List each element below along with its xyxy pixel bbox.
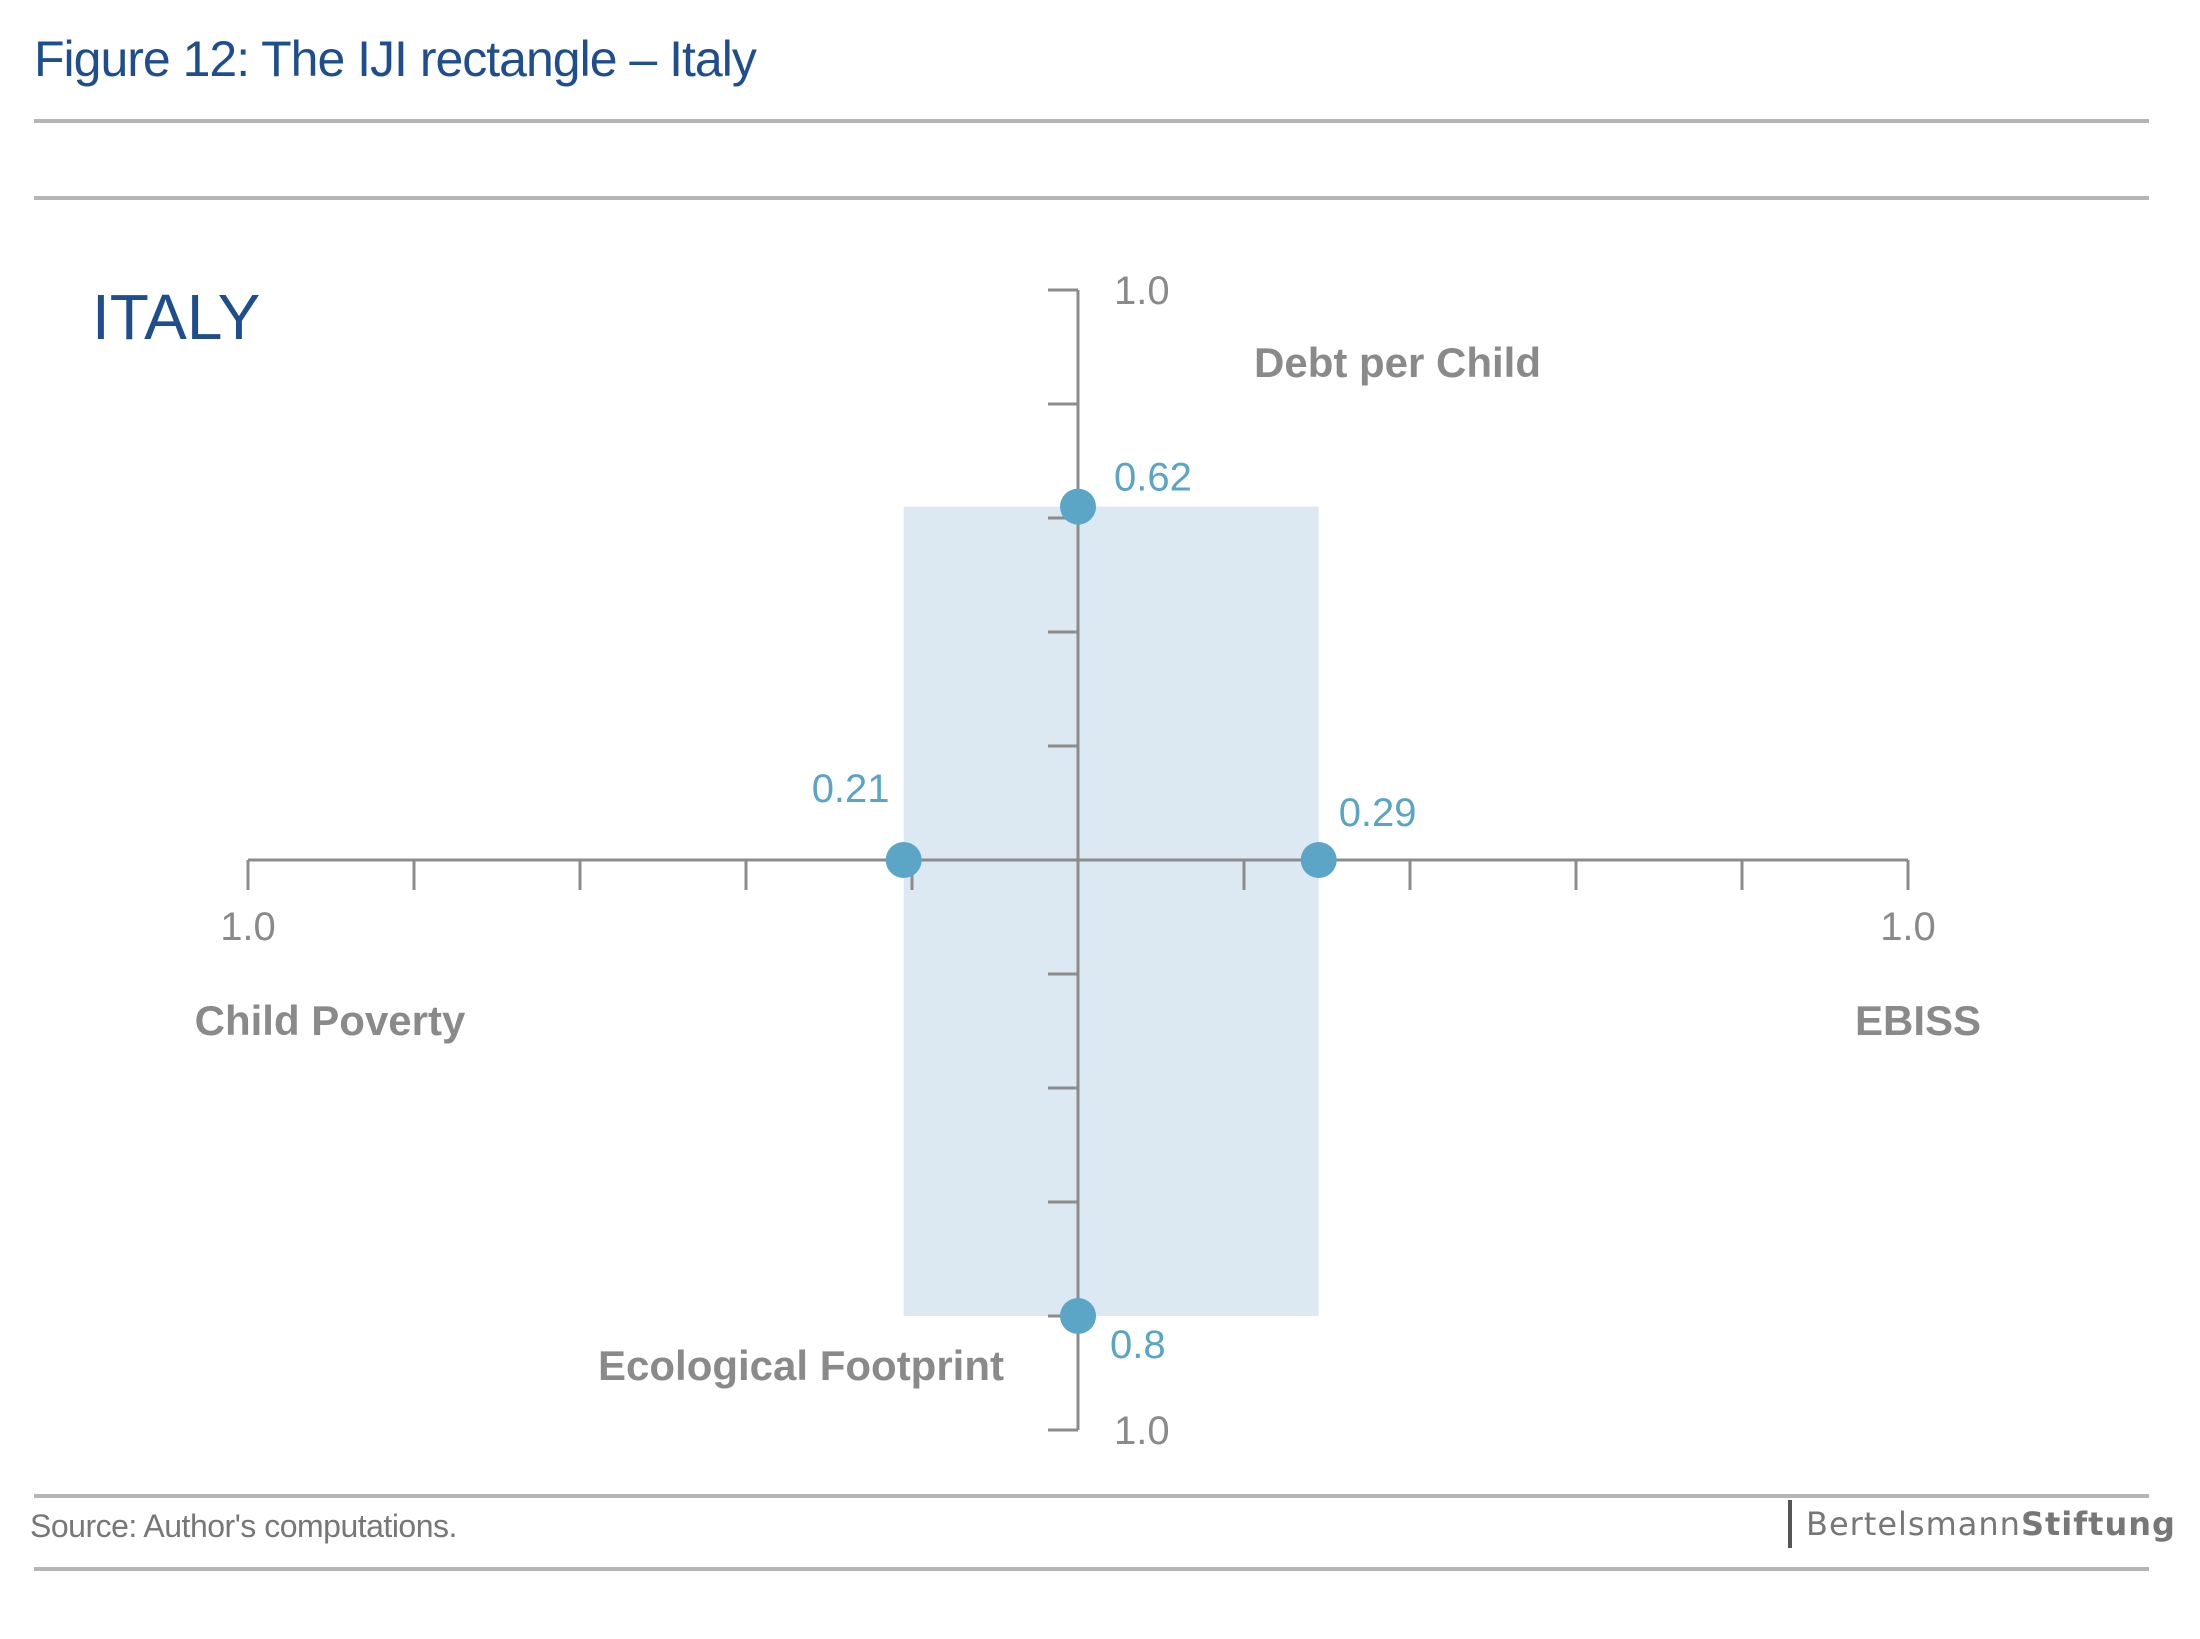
bertelsmann-logo: BertelsmannStiftung [1788,1500,2176,1548]
footer-top-rule [34,1494,2149,1498]
value-label-down: 0.8 [1110,1323,1166,1367]
point-left [885,842,922,878]
title-rule [34,119,2149,123]
header-rule [34,196,2149,200]
tick-label-right-max: 1.0 [1880,905,1936,949]
tick-label-left-max: 1.0 [220,905,276,949]
brand-part-1: Bertelsmann [1806,1505,2021,1543]
iji-rectangle [903,506,1319,1317]
figure-title: Figure 12: The IJI rectangle – Italy [34,31,757,87]
axis-name-child-poverty: Child Poverty [195,997,466,1044]
value-label-left: 0.21 [812,767,890,811]
value-label-up: 0.62 [1114,456,1192,500]
axis-name-ecological-footprint: Ecological Footprint [598,1342,1004,1389]
tick-label-down-max: 1.0 [1114,1409,1170,1453]
tick-label-up-max: 1.0 [1114,269,1170,313]
source-note: Source: Author's computations. [30,1508,457,1544]
point-right [1300,842,1337,878]
point-down [1060,1298,1096,1334]
axis-name-ebiss: EBISS [1855,997,1981,1044]
axis-name-debt-per-child: Debt per Child [1254,339,1541,386]
country-label: ITALY [92,281,261,353]
point-up [1060,488,1096,525]
footer-bottom-rule [34,1567,2149,1571]
brand-part-2: Stiftung [2020,1505,2176,1543]
value-label-right: 0.29 [1339,791,1417,835]
